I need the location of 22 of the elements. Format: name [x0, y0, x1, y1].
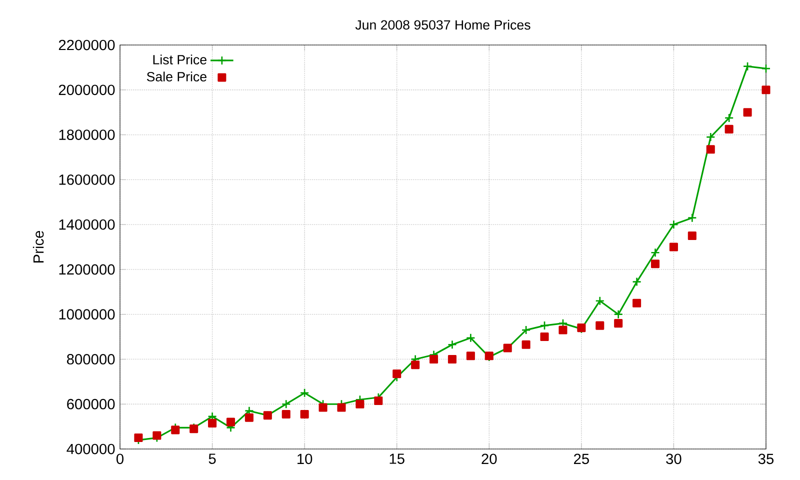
x-tick-label: 30: [666, 454, 682, 464]
x-tick-label: 15: [390, 454, 404, 464]
y-tick-label: 600000: [67, 398, 115, 410]
x-tick-label: 25: [574, 454, 589, 464]
x-tick-label: 5: [208, 454, 216, 464]
y-tick-label: 1400000: [59, 219, 115, 230]
x-tick-label: 20: [482, 454, 497, 464]
x-tick-label: 35: [758, 454, 774, 464]
legend-label: List Price: [153, 54, 206, 64]
y-tick-label: 2200000: [58, 40, 115, 50]
y-tick-label: 1600000: [59, 174, 115, 185]
y-tick-label: 2000000: [58, 84, 115, 96]
y-tick-label: 1800000: [59, 130, 115, 140]
y-tick-label: 1200000: [59, 264, 115, 275]
y-axis-title: Price: [32, 230, 44, 262]
x-tick-label: 0: [116, 454, 124, 464]
chart-title: Jun 2008 95037 Home Prices: [355, 20, 530, 30]
y-tick-label: 800000: [66, 354, 115, 364]
y-tick-label: 1000000: [59, 309, 115, 320]
x-tick-label: 10: [298, 454, 312, 464]
y-tick-label: 400000: [66, 444, 115, 454]
legend-label: Sale Price: [146, 72, 206, 82]
